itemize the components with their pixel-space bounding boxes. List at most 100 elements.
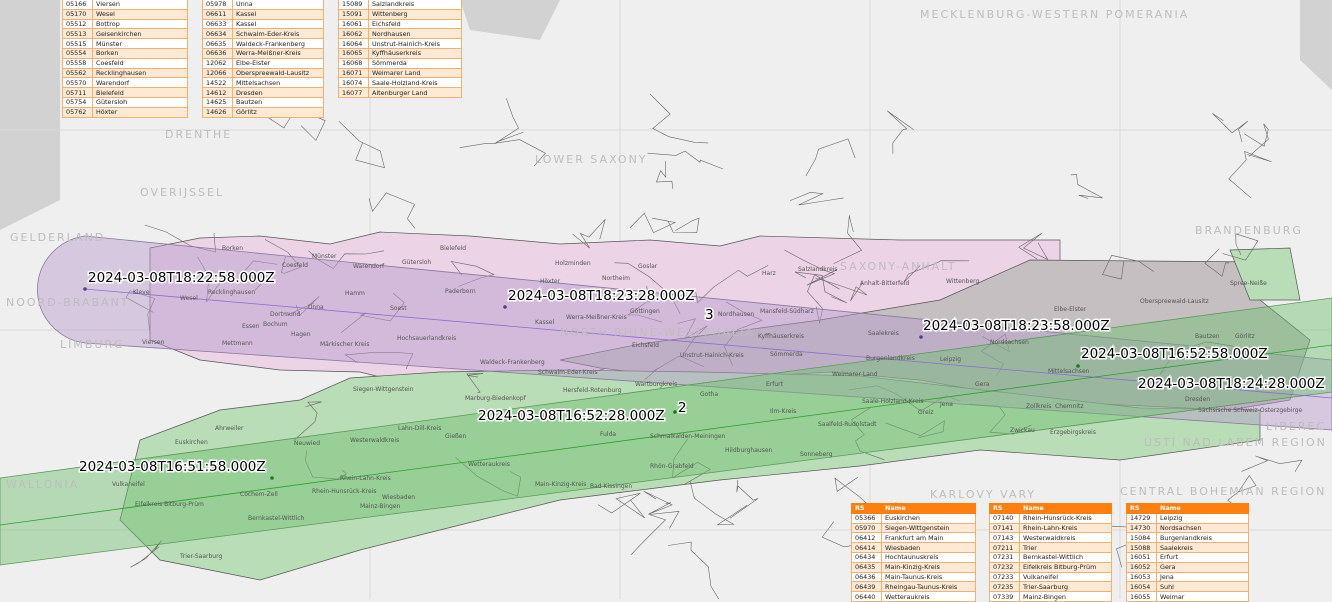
name-cell: Coesfeld (92, 57, 188, 69)
table-row: 06440 Wetteraukreis (851, 591, 976, 602)
rs-cell: 14730 (1126, 522, 1157, 534)
district-border (286, 296, 320, 317)
district-border (630, 511, 680, 556)
table-row: 16054 Suhl (1126, 581, 1249, 593)
region-label: KARLOVY VARY (930, 488, 1036, 501)
name-cell: Bielefeld (92, 87, 188, 98)
district-label: Münster (312, 253, 337, 260)
track-point[interactable] (83, 287, 87, 291)
name-cell: Kyffhäuserkreis (368, 47, 462, 59)
district-label: Wesel (180, 295, 198, 302)
name-cell: Euskirchen (881, 512, 976, 524)
rs-cell: 14612 (202, 87, 233, 98)
name-cell: Schwalm-Eder-Kreis (232, 28, 324, 40)
district-border (293, 401, 322, 441)
district-label: Anhalt-Bitterfeld (860, 280, 909, 287)
district-border (689, 480, 748, 526)
track-point[interactable] (919, 335, 923, 339)
column-header: RS (989, 503, 1020, 514)
track-point[interactable] (673, 410, 677, 414)
district-border (790, 191, 844, 206)
rs-cell: 05570 (62, 77, 93, 89)
district-label: Borken (222, 245, 243, 252)
name-cell: Münster (92, 38, 188, 49)
table-row: 16064 Unstrut-Hainich-Kreis (338, 38, 462, 49)
name-cell: Gütersloh (92, 96, 188, 108)
district-label: Höxter (540, 278, 561, 285)
district-label: Bautzen (1195, 333, 1220, 340)
district-label: Nordsachsen (990, 339, 1029, 346)
district-label: Gotha (700, 391, 718, 398)
rs-cell: 06611 (202, 8, 233, 20)
district-label: Eichsfeld (632, 342, 659, 349)
district-label: Coesfeld (282, 262, 308, 269)
district-label: Hildburghausen (725, 447, 773, 454)
name-cell: Sömmerda (368, 57, 462, 69)
name-cell: Burgenlandkreis (1156, 532, 1249, 544)
track-point[interactable] (503, 305, 507, 309)
district-label: Schmalkalden-Meiningen (650, 433, 726, 440)
region-label: SAXONY-ANHALT (840, 260, 956, 273)
district-border (264, 239, 301, 274)
district-label: Unstrut-Hainich-Kreis (680, 352, 744, 359)
track-point[interactable] (1076, 364, 1080, 368)
district-border (125, 290, 156, 335)
table-row: 16052 Gera (1126, 561, 1249, 573)
rs-cell: 15084 (1126, 532, 1157, 544)
district-border (450, 261, 495, 287)
name-cell: Recklinghausen (92, 67, 188, 79)
district-border (1244, 123, 1269, 157)
column-header: RS (851, 503, 882, 514)
district-label: Spree-Neiße (1230, 280, 1267, 287)
district-border (784, 249, 837, 286)
district-label: Märkischer Kreis (320, 341, 370, 348)
district-border (344, 352, 414, 369)
district-label: Hersfeld-Rotenburg (563, 387, 622, 394)
rs-cell: 07339 (989, 591, 1020, 602)
district-label: Mittelsachsen (1048, 368, 1090, 375)
rs-cell: 16055 (1126, 591, 1157, 602)
timestamp-label: 2024-03-08T16:52:28.000Z (478, 408, 665, 424)
rs-cell: 07211 (989, 542, 1020, 553)
district-label: Wartburgkreis (635, 381, 677, 388)
district-border (672, 438, 711, 486)
track-point[interactable] (270, 476, 274, 480)
rs-cell: 06435 (851, 561, 882, 573)
table-row: 16061 Eichsfeld (338, 18, 462, 30)
timestamp-label: 2024-03-08T18:23:58.000Z (923, 318, 1110, 334)
district-label: Leipzig (940, 356, 961, 363)
district-label: Dortmund (270, 311, 301, 318)
rs-cell: 15089 (338, 0, 369, 10)
region-label: MECKLENBURG-WESTERN POMERANIA (920, 8, 1189, 21)
district-label: Marburg-Biedenkopf (465, 395, 527, 402)
rs-cell: 05170 (62, 8, 93, 20)
rs-cell: 16071 (338, 67, 369, 79)
district-label: Saalekreis (868, 330, 899, 337)
district-border (627, 285, 663, 323)
district-label: Lahn-Dill-Kreis (398, 425, 441, 432)
region-label: LIBEREC (1266, 420, 1326, 433)
rs-cell: 16064 (338, 38, 369, 49)
district-label: Mansfeld-Südharz (760, 308, 814, 315)
rs-cell: 05970 (851, 522, 882, 534)
name-cell: Vulkaneifel (1019, 571, 1112, 583)
name-cell: Saale-Holzland-Kreis (368, 77, 462, 89)
district-border (1207, 379, 1237, 391)
rs-cell: 16068 (338, 57, 369, 69)
district-border (197, 256, 228, 303)
name-cell: Hochtaunuskreis (881, 551, 976, 563)
table-row: 14730 Nordsachsen (1126, 522, 1249, 534)
district-label: Görlitz (1235, 333, 1255, 340)
name-cell: Oberspreewald-Lausitz (232, 67, 324, 79)
name-cell: Siegen-Wittgenstein (881, 522, 976, 534)
name-cell: Höxter (92, 106, 188, 118)
rs-cell: 16065 (338, 47, 369, 59)
district-border (833, 215, 863, 264)
district-label: Goslar (638, 263, 658, 270)
table-row: 14626 Görlitz (202, 106, 324, 118)
table-row: 14612 Dresden (202, 87, 324, 98)
district-label: Viersen (142, 339, 165, 346)
name-cell: Kassel (232, 18, 324, 30)
region-label: WALLONIA (6, 478, 79, 491)
